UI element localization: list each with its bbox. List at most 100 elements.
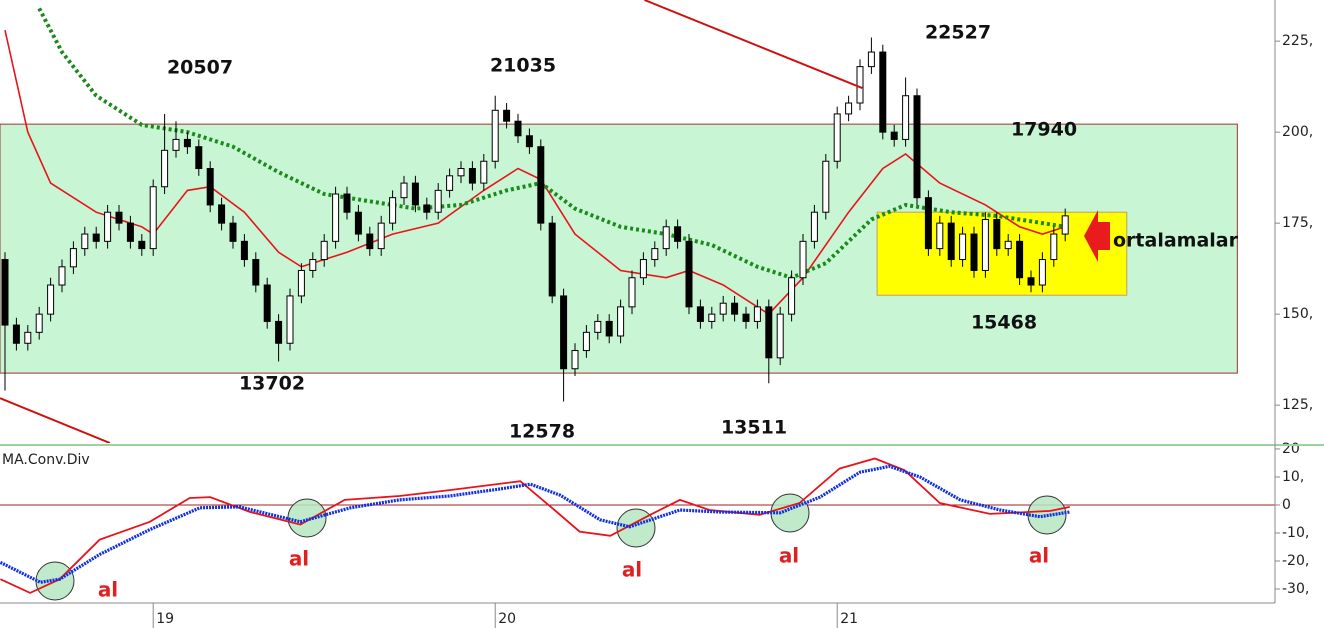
y-tick-label: 175,: [1282, 215, 1313, 231]
annotation: 21035: [490, 55, 556, 77]
candle-body: [286, 295, 294, 344]
candle-body: [879, 51, 887, 133]
annotation: 13702: [239, 373, 305, 395]
y-tick-label: 0: [1282, 497, 1291, 513]
candle-body: [297, 269, 305, 297]
candle-body: [936, 222, 944, 250]
macd-signal-line: [0, 457, 1070, 594]
candle-body: [229, 222, 237, 242]
candle-body: [218, 204, 226, 224]
candle-body: [765, 306, 773, 359]
candle-body: [1038, 259, 1046, 286]
annotation: 20507: [167, 57, 233, 79]
x-tick-label: 21: [840, 611, 858, 627]
candle-body: [651, 248, 659, 261]
candle-body: [913, 95, 921, 199]
signal-circle: [616, 508, 656, 548]
candle-body: [206, 168, 214, 206]
candle-body: [183, 138, 191, 148]
candle-body: [423, 204, 431, 213]
candle-body: [1061, 215, 1069, 235]
candle-body: [126, 222, 134, 242]
candle-body: [662, 226, 670, 250]
candle-body: [947, 222, 955, 261]
candle-body: [58, 266, 66, 286]
candle-body: [742, 313, 750, 322]
candle-body: [411, 182, 419, 206]
price-panel: [0, 0, 1238, 443]
candle-body: [1004, 240, 1012, 250]
candle-body: [457, 168, 465, 177]
y-tick-label: 150,: [1282, 306, 1313, 322]
candle-body: [252, 259, 260, 286]
candle-body: [263, 284, 271, 322]
candle-body: [69, 248, 77, 268]
y-tick-label: 225,: [1282, 33, 1313, 49]
candle-body: [320, 240, 328, 261]
candle-body: [685, 240, 693, 308]
candle-body: [104, 211, 112, 242]
x-tick-label: 20: [498, 611, 516, 627]
candle-body: [1027, 277, 1035, 286]
annotation: ortalamalar: [1113, 230, 1239, 252]
x-tick-label: 19: [156, 611, 174, 627]
signal-label: al: [1029, 544, 1049, 568]
y-tick-label: 125,: [1282, 397, 1313, 413]
candle-body: [491, 109, 499, 162]
candle-body: [822, 160, 830, 213]
candle-body: [400, 182, 408, 199]
candle-body: [47, 284, 55, 315]
candle-body: [195, 146, 203, 170]
candle-body: [594, 320, 602, 333]
annotation: 22527: [925, 22, 991, 44]
candle-body: [514, 120, 522, 137]
candle-body: [503, 109, 511, 122]
candle-body: [970, 233, 978, 271]
signal-circle: [287, 498, 327, 538]
candle-body: [434, 189, 442, 213]
candle-body: [389, 197, 397, 224]
moving-average-long: [37, 7, 1066, 280]
y-tick-label: 10,: [1282, 469, 1304, 485]
candle-body: [959, 233, 967, 261]
candle-body: [845, 102, 853, 115]
candle-body: [240, 240, 248, 261]
candle-body: [81, 233, 89, 250]
macd-line: [0, 464, 1071, 584]
candle-body: [788, 277, 796, 315]
candle-body: [776, 313, 784, 359]
candle-body: [1, 259, 9, 326]
candle-body: [468, 168, 476, 184]
candle-body: [810, 211, 818, 242]
signal-label: al: [622, 558, 642, 582]
candle-body: [332, 193, 340, 242]
candle-body: [115, 211, 123, 224]
signal-label: al: [779, 544, 799, 568]
candle-body: [924, 197, 932, 250]
candle-body: [548, 222, 556, 297]
macd-panel: [0, 457, 1275, 601]
candle-body: [867, 51, 875, 68]
overlay-layer: 125, 150, 175, 200, 225, 20507 21035 22527 17940…: [98, 22, 1313, 628]
candle-body: [799, 240, 807, 279]
candle-body: [366, 233, 374, 250]
candle-body: [343, 193, 351, 213]
candle-body: [890, 131, 898, 140]
y-tick-label: -20,: [1282, 553, 1309, 569]
candle-body: [981, 218, 989, 271]
candle-body: [377, 222, 385, 250]
candle-body: [856, 66, 864, 104]
annotation: 15468: [971, 312, 1037, 334]
candle-body: [560, 295, 568, 370]
candle-body: [731, 302, 739, 315]
annotation: 17940: [1011, 119, 1077, 141]
candle-body: [525, 135, 533, 148]
candle-body: [138, 240, 146, 250]
candle-body: [674, 226, 682, 242]
candle-body: [753, 306, 761, 322]
candle-body: [617, 306, 625, 337]
zone: [876, 211, 1128, 296]
y-tick-label: 20: [1282, 441, 1300, 457]
annotation: 12578: [509, 421, 575, 443]
